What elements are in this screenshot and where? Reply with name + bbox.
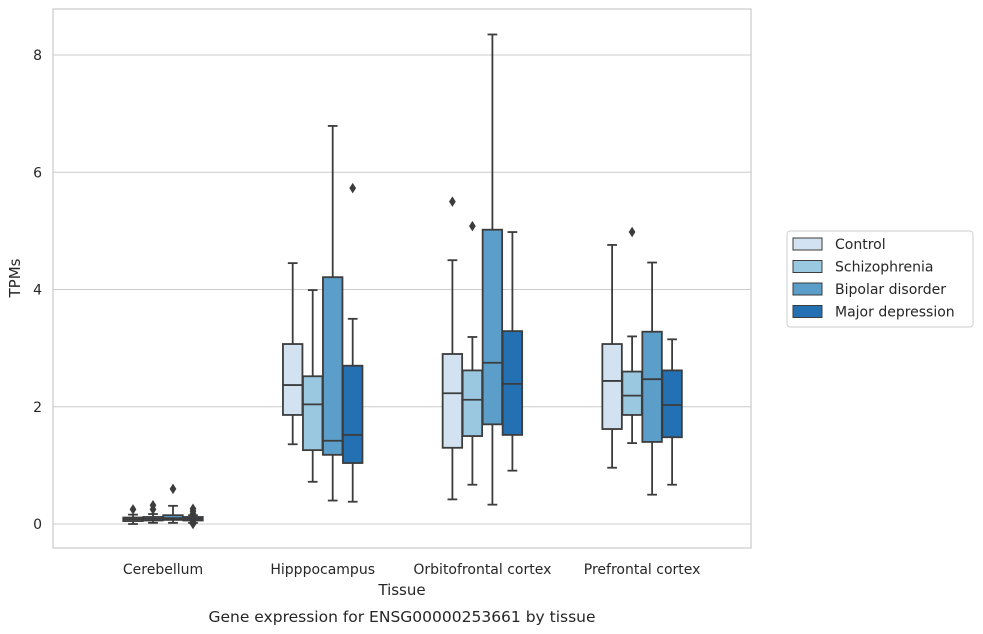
legend-swatch [792,305,823,318]
box-bipolar-disorder [162,483,184,524]
legend-swatch [792,237,823,251]
box-iqr [461,369,484,437]
legend-swatch [792,260,823,273]
box-bipolar-disorder [322,125,344,502]
y-tick-label: 2 [33,400,42,416]
x-axis-ticks: Cerebellum Hipppocampus Orbitofrontal cort… [123,562,701,578]
box-iqr [441,353,464,449]
box-bipolar-disorder [641,261,663,496]
outlier-point [149,499,157,511]
box-iqr [282,343,304,416]
box-major-depression [342,182,364,503]
box-control [601,244,623,469]
x-tick-label: Cerebellum [123,562,203,578]
box-iqr [342,364,364,464]
y-tick-label: 4 [33,283,42,299]
outlier-point [169,483,177,495]
y-tick-label: 8 [33,48,42,64]
outlier-point [628,226,636,238]
y-axis-ticks: 0 2 4 6 8 [33,48,42,533]
box-major-depression [501,231,524,472]
outlier-point [349,182,357,194]
box-iqr [641,330,663,443]
outlier-point [449,196,456,207]
box-iqr [322,276,344,456]
legend-label: Bipolar disorder [835,282,946,298]
y-tick-label: 6 [33,165,42,181]
box-iqr [601,343,623,430]
legend-label: Major depression [835,305,955,321]
box-major-depression [182,503,204,530]
x-tick-label: Orbitofrontal cortex [413,562,551,578]
legend-label: Schizophrenia [835,260,933,276]
outlier-point [189,515,197,527]
legend-frame [786,230,974,328]
box-control [282,262,304,446]
figure-caption: Gene expression for ENSG00000253661 by t… [208,608,595,626]
box-control [441,196,464,501]
box-iqr [621,370,643,416]
box-schizophrenia [621,226,643,444]
box-iqr [302,375,324,452]
outlier-point [129,504,137,515]
box-control [122,504,144,525]
x-axis-label: Tissue [377,581,425,599]
y-axis-label: TPMs [6,258,24,298]
x-tick-label: Prefrontal cortex [584,562,701,578]
box-schizophrenia [461,220,484,486]
gridlines [53,54,751,525]
box-iqr [481,228,504,426]
legend-swatch [792,282,823,296]
outlier-point [469,220,476,232]
boxes [122,33,683,530]
legend: Control Schizophrenia Bipolar disorder Majo… [786,230,974,328]
y-tick-label: 0 [33,517,42,533]
outlier-point [189,503,197,515]
x-tick-label: Hipppocampus [270,562,375,578]
box-major-depression [661,338,683,486]
legend-label: Control [835,237,886,253]
box-schizophrenia [302,289,324,483]
box-schizophrenia [142,499,164,524]
plot-area-frame [52,8,752,549]
box-iqr [661,369,683,439]
box-bipolar-disorder [481,33,504,506]
